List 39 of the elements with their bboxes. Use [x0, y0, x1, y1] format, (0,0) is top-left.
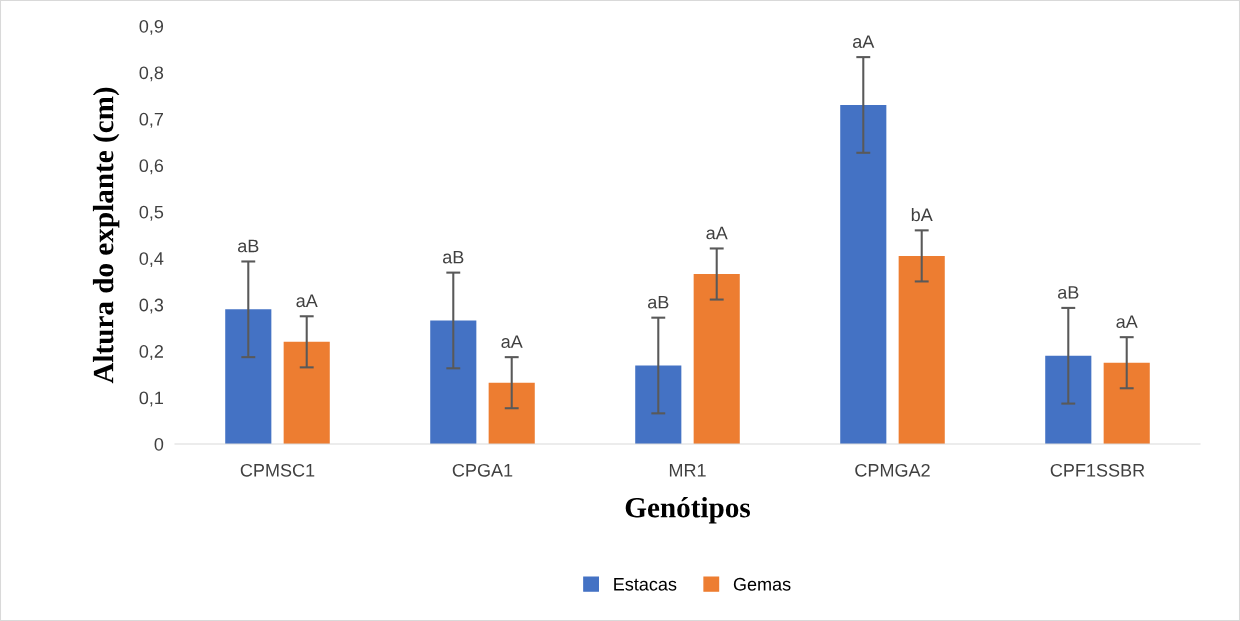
y-tick-label: 0,2	[139, 345, 163, 360]
y-tick-label: 0,1	[139, 391, 164, 407]
y-axis-title: Altura do explante (cm)	[92, 87, 120, 384]
y-tick-label: 0,9	[139, 19, 164, 35]
data-label: aA	[1116, 315, 1138, 329]
bar	[1103, 362, 1150, 444]
data-label: bA	[911, 207, 933, 222]
data-label: aB	[443, 250, 464, 264]
bar	[1045, 355, 1092, 444]
bar	[693, 274, 740, 444]
x-tick-label: CPGA1	[452, 463, 513, 477]
bar	[898, 255, 945, 444]
bar	[283, 341, 330, 444]
y-tick-label: 0,8	[139, 66, 164, 82]
x-axis-title: Genótipos	[625, 496, 750, 524]
legend-label: Estacas	[614, 578, 677, 591]
y-tick-label: 0,6	[139, 159, 164, 175]
x-tick-label: CPMSC1	[240, 463, 315, 477]
x-tick-label: MR1	[669, 464, 706, 477]
data-label: aA	[296, 294, 318, 308]
data-label: aB	[648, 295, 669, 309]
y-tick-label: 0	[154, 437, 164, 451]
bar	[488, 382, 535, 444]
data-label: aB	[238, 239, 259, 253]
data-label: aA	[853, 35, 875, 48]
bar	[840, 104, 887, 444]
bar	[225, 309, 272, 444]
y-tick-label: 0,4	[139, 252, 164, 268]
legend-label: Gemas	[733, 577, 791, 591]
bar	[430, 320, 477, 444]
y-tick-label: 0,5	[139, 205, 164, 221]
x-tick-label: CPF1SSBR	[1050, 463, 1145, 477]
data-label: aB	[1058, 286, 1079, 299]
data-label: aA	[501, 335, 523, 349]
y-tick-label: 0,7	[139, 112, 163, 128]
y-tick-label: 0,3	[139, 298, 164, 314]
data-label: aA	[706, 226, 728, 240]
x-tick-label: CPMGA2	[855, 463, 930, 477]
bar	[635, 365, 682, 444]
